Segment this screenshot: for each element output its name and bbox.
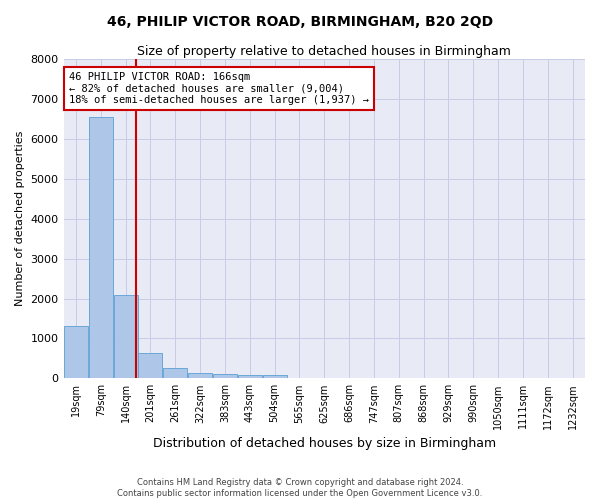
Bar (139, 353, 163, 378)
Bar (64, 326, 88, 378)
Bar (163, 368, 187, 378)
Title: Size of property relative to detached houses in Birmingham: Size of property relative to detached ho… (137, 45, 511, 58)
Bar (188, 372, 212, 378)
Bar (113, 295, 137, 378)
Bar (89, 117, 113, 378)
Y-axis label: Number of detached properties: Number of detached properties (15, 131, 25, 306)
Text: 46, PHILIP VICTOR ROAD, BIRMINGHAM, B20 2QD: 46, PHILIP VICTOR ROAD, BIRMINGHAM, B20 … (107, 15, 493, 29)
Bar (263, 376, 287, 378)
Text: 46 PHILIP VICTOR ROAD: 166sqm
← 82% of detached houses are smaller (9,004)
18% o: 46 PHILIP VICTOR ROAD: 166sqm ← 82% of d… (69, 72, 369, 105)
Bar (213, 374, 237, 378)
X-axis label: Distribution of detached houses by size in Birmingham: Distribution of detached houses by size … (153, 437, 496, 450)
Bar (238, 376, 262, 378)
Text: Contains HM Land Registry data © Crown copyright and database right 2024.
Contai: Contains HM Land Registry data © Crown c… (118, 478, 482, 498)
